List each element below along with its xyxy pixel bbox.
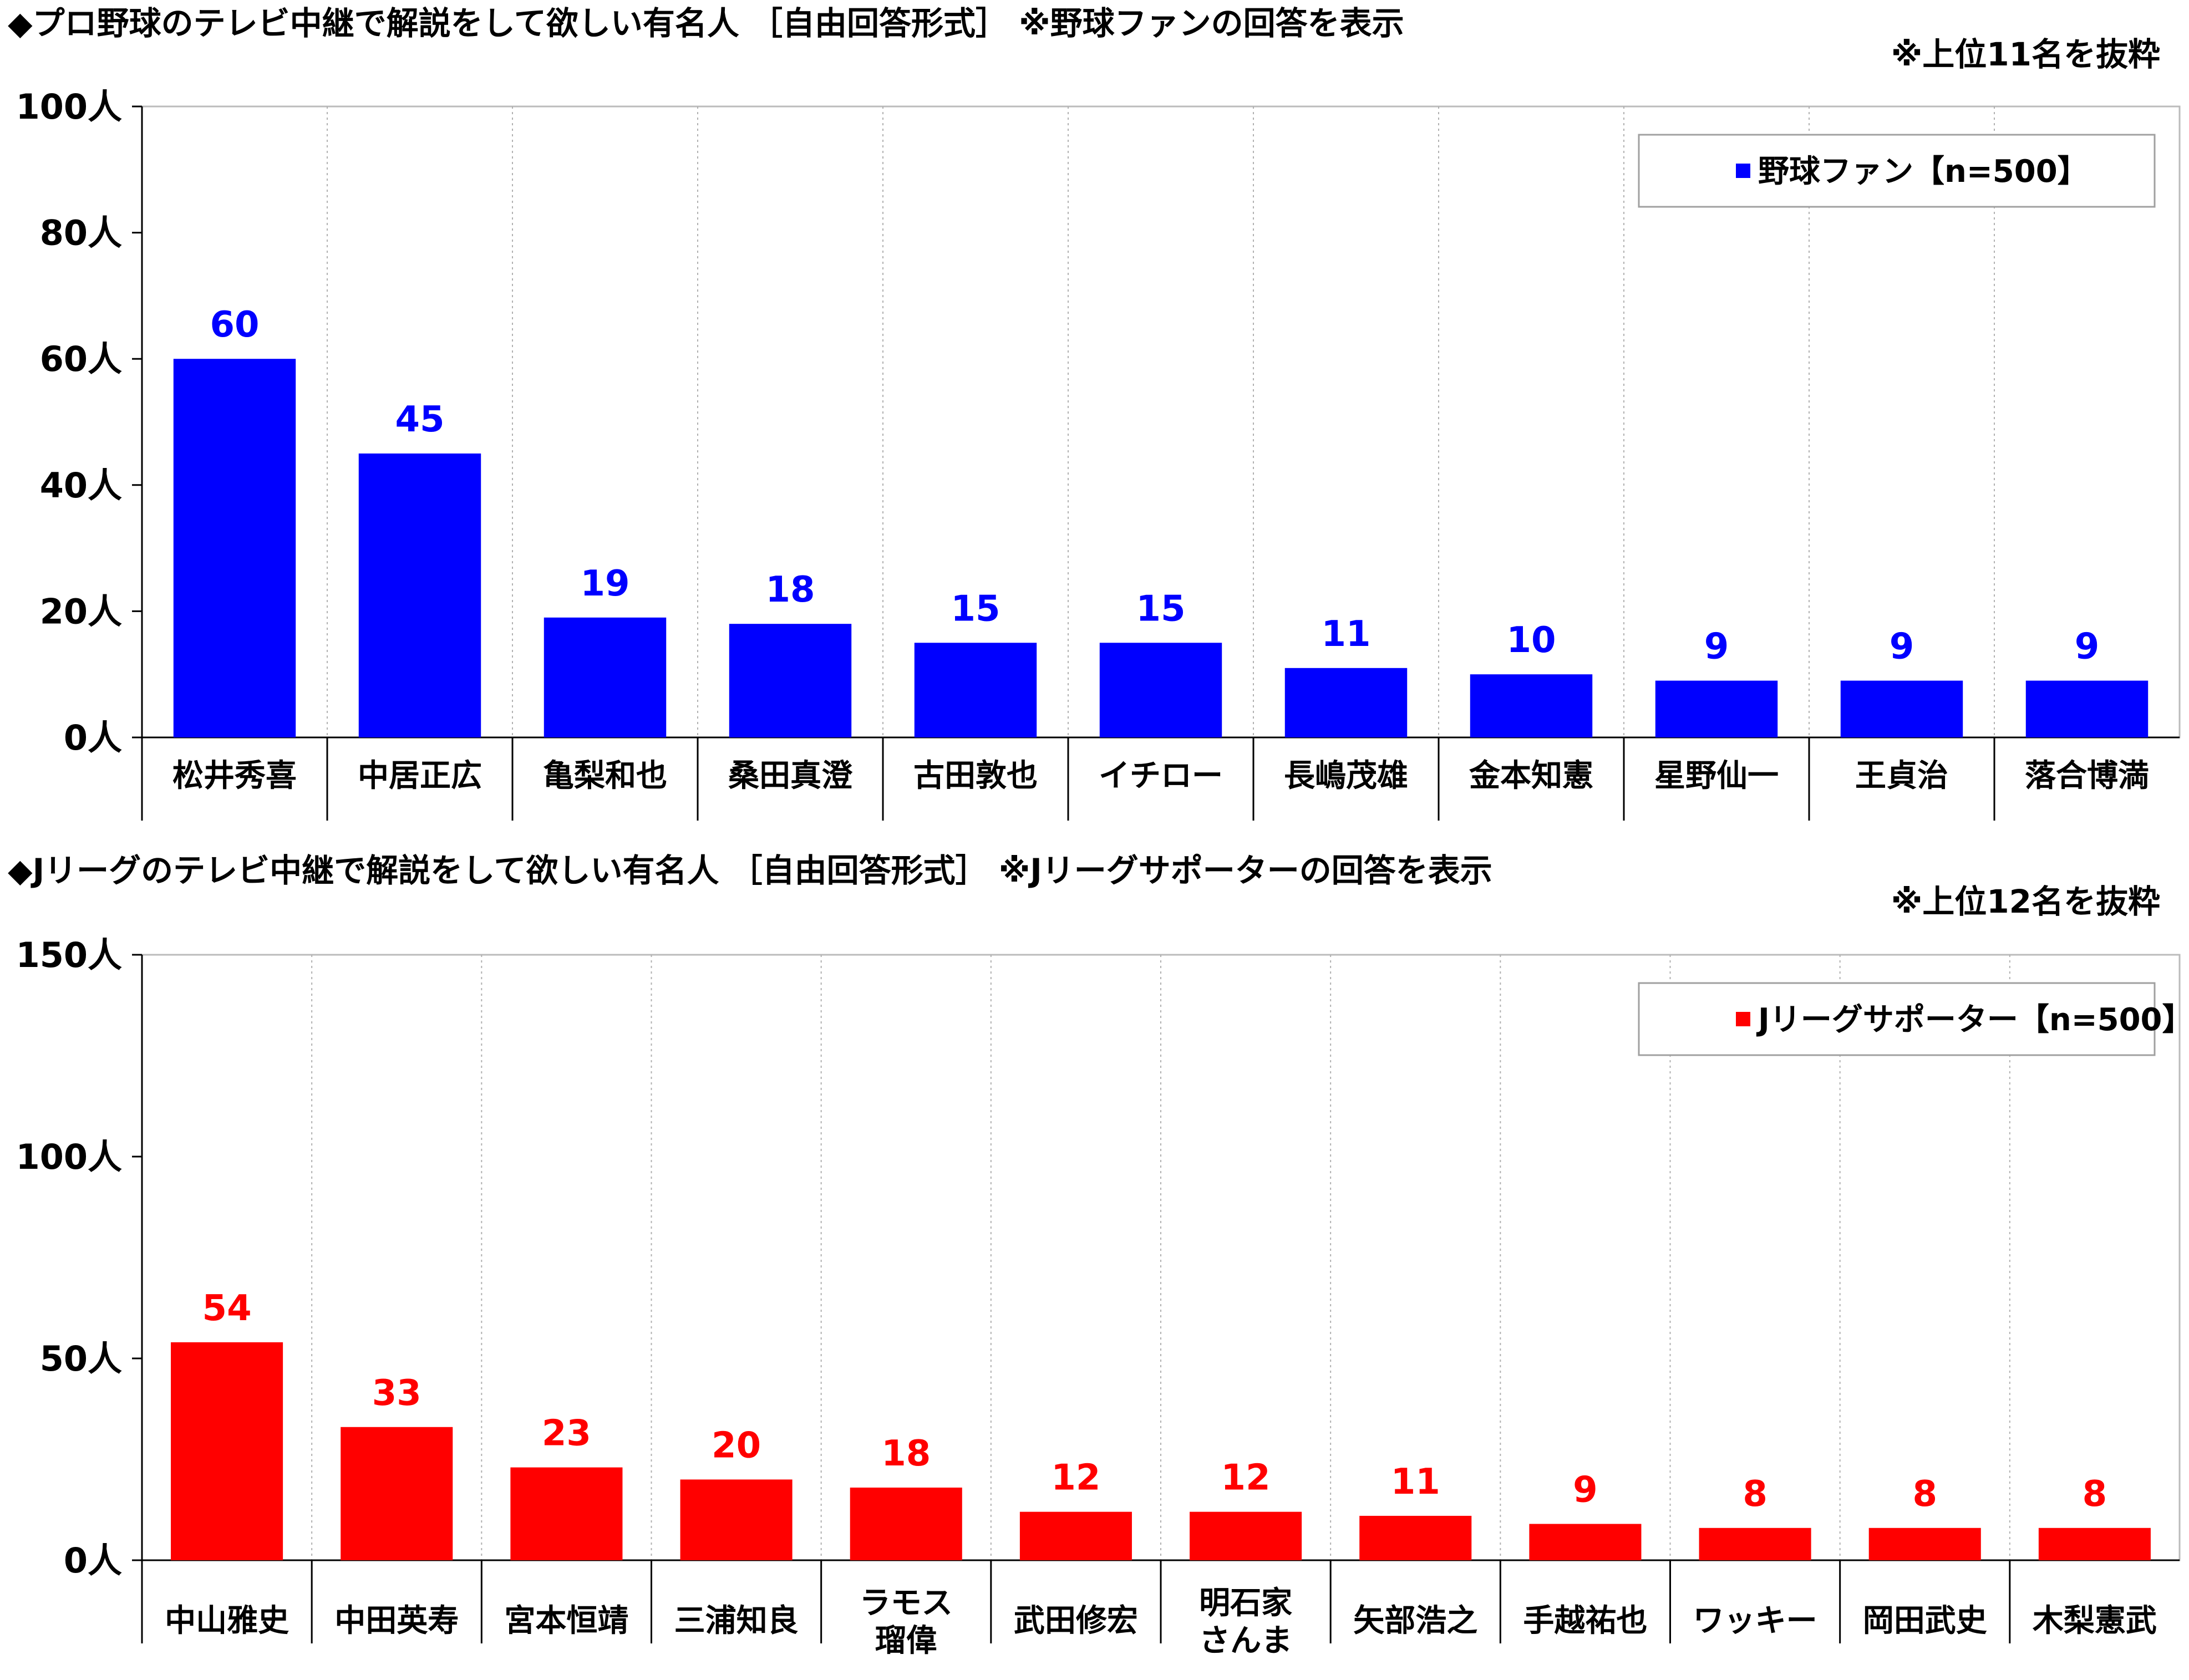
bar [1019,1511,1132,1560]
bar [358,453,481,737]
bar-value-label: 11 [1391,1462,1440,1503]
chart-note: ※上位11名を抜粋 [1891,35,2160,73]
chart-note: ※上位12名を抜粋 [1891,883,2160,920]
bar [1868,1528,1981,1560]
bar-value-label: 9 [2075,627,2100,668]
legend: Jリーグサポーター【n=500】 [1638,982,2189,1056]
legend-box [1638,982,2156,1056]
bar-value-label: 45 [395,399,444,440]
chart-title: ◆Jリーグのテレビ中継で解説をして欲しい有名人 ［自由回答形式］ ※Jリーグサポ… [8,852,1492,889]
bar-value-label: 10 [1506,620,1556,661]
bar-value-label: 23 [542,1413,591,1454]
bar-value-label: 9 [1890,627,1914,668]
bar [171,1342,283,1560]
bar-value-label: 18 [765,569,815,610]
bar [680,1479,793,1560]
bar [2038,1528,2151,1560]
bar-value-label: 12 [1221,1458,1271,1499]
x-category-label: 矢部浩之 [1353,1603,1477,1639]
x-category-label: 桑田真澄 [728,758,853,794]
x-category-label: 亀梨和也 [543,758,667,794]
x-category-label: ラモス瑠偉 [860,1585,953,1659]
x-category-label: 松井秀喜 [172,758,297,794]
x-category-label: 明石家さんま [1199,1585,1292,1659]
bar [2025,680,2149,737]
x-category-label: 中山雅史 [165,1603,289,1639]
bar [1470,674,1593,737]
bar-value-label: 15 [951,588,1000,629]
y-tick-label: 100人 [16,1137,122,1177]
bar-value-label: 8 [1912,1474,1937,1515]
bar-value-label: 9 [1704,627,1729,668]
bar [1359,1515,1472,1560]
legend-swatch [1736,1012,1750,1026]
legend-label: 野球ファン【n=500】 [1758,154,2089,190]
y-tick-label: 20人 [40,591,122,632]
bar-value-label: 8 [2083,1474,2107,1515]
bar-value-label: 12 [1051,1458,1100,1499]
bar [850,1487,962,1560]
x-category-label: 手越祐也 [1523,1603,1647,1639]
bar [1099,643,1222,737]
x-category-label: ワッキー [1693,1603,1817,1639]
y-tick-label: 80人 [40,213,122,253]
x-category-label: 中田英寿 [334,1603,459,1639]
bar [1840,680,1963,737]
bar [510,1467,623,1560]
x-category-label: 長嶋茂雄 [1284,758,1408,794]
bar-value-label: 19 [580,563,629,604]
bar [1190,1511,1302,1560]
y-tick-label: 100人 [16,86,122,127]
legend-box [1638,134,2156,208]
x-category-label: 星野仙一 [1654,758,1779,794]
x-category-label: イチロー [1099,758,1223,794]
y-tick-label: 40人 [40,465,122,506]
x-category-label: 宮本恒靖 [504,1603,628,1639]
y-tick-label: 50人 [40,1338,122,1379]
x-category-label: 武田修宏 [1014,1603,1138,1639]
y-tick-label: 150人 [16,935,122,975]
bar [1284,668,1408,737]
bar [544,617,667,737]
x-category-label: 木梨憲武 [2033,1603,2157,1639]
chart-title: ◆プロ野球のテレビ中継で解説をして欲しい有名人 ［自由回答形式］ ※野球ファンの… [8,4,1404,42]
legend-label: Jリーグサポーター【n=500】 [1756,1002,2189,1038]
x-category-label: 古田敦也 [913,758,1038,794]
y-tick-label: 60人 [40,339,122,379]
bar-value-label: 15 [1136,588,1185,629]
bar-value-label: 9 [1573,1469,1598,1510]
x-category-label: 落合博満 [2025,758,2149,794]
bar [173,359,296,737]
x-category-label: 中居正広 [358,758,482,794]
bar [914,643,1037,737]
bar-value-label: 33 [372,1373,421,1414]
bar-value-label: 20 [712,1425,761,1466]
x-category-label: 王貞治 [1855,758,1948,794]
y-tick-label: 0人 [64,717,122,758]
bar [1529,1524,1642,1560]
legend-swatch [1736,164,1750,178]
bar-value-label: 60 [210,304,259,345]
x-category-label: 岡田武史 [1863,1603,1987,1639]
x-category-label: 三浦知良 [674,1603,799,1639]
bar-value-label: 11 [1321,614,1370,655]
bar [1699,1528,1811,1560]
bar-value-label: 54 [202,1288,252,1329]
baseball-commentator-chart: ◆プロ野球のテレビ中継で解説をして欲しい有名人 ［自由回答形式］ ※野球ファンの… [8,4,2181,821]
x-category-label: 金本知憲 [1469,758,1593,794]
bar-value-label: 8 [1743,1474,1768,1515]
jleague-commentator-chart: ◆Jリーグのテレビ中継で解説をして欲しい有名人 ［自由回答形式］ ※Jリーグサポ… [8,852,2189,1659]
bar [341,1427,453,1560]
legend: 野球ファン【n=500】 [1638,134,2156,208]
bar [1655,680,1778,737]
y-tick-label: 0人 [64,1540,122,1581]
bar [729,624,852,737]
bar-value-label: 18 [881,1433,931,1474]
